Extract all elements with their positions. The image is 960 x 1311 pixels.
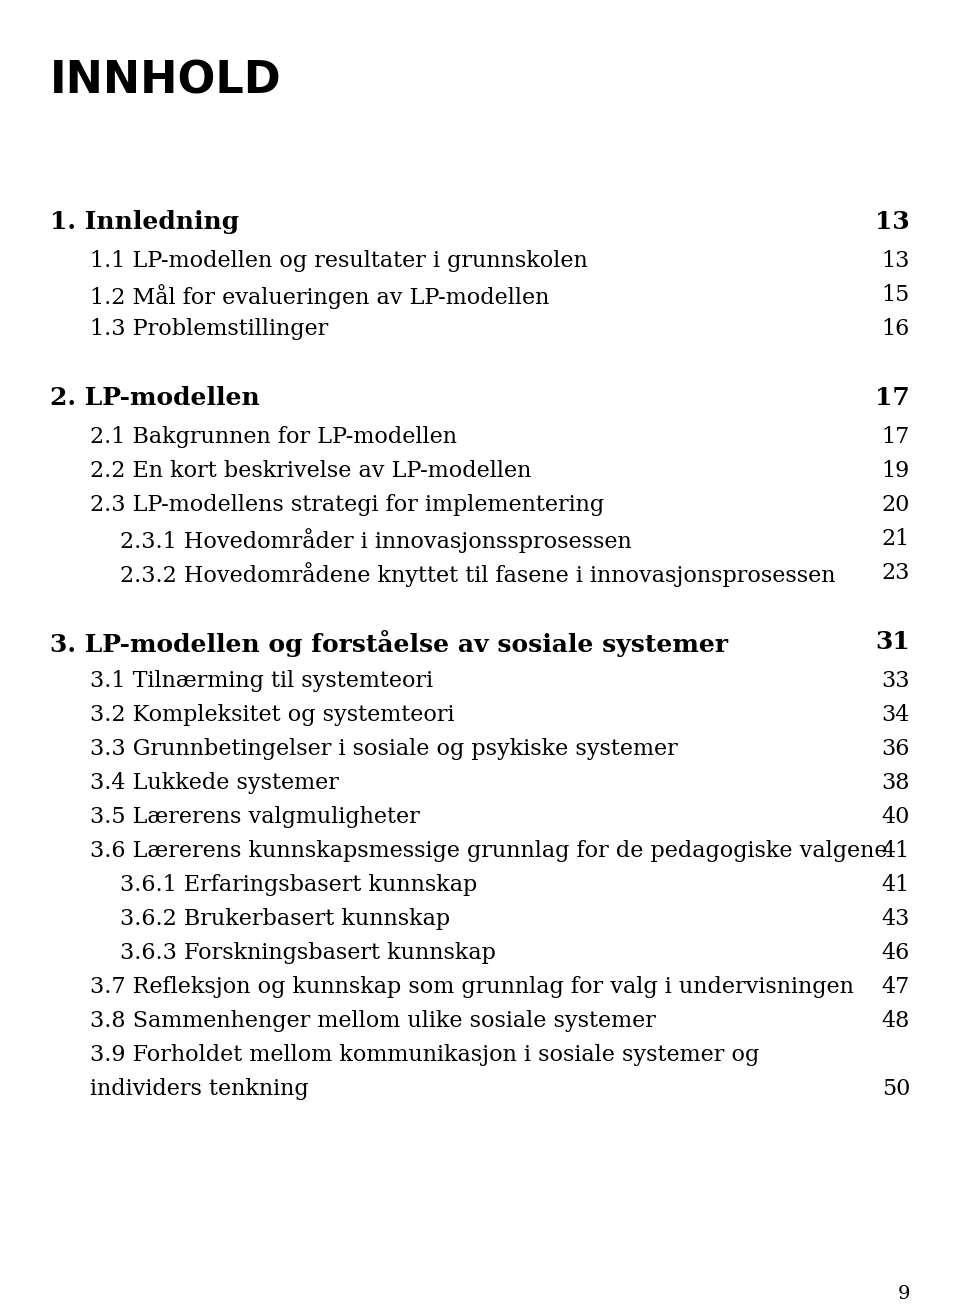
Text: 34: 34 <box>881 704 910 726</box>
Text: 1.1 LP-modellen og resultater i grunnskolen: 1.1 LP-modellen og resultater i grunnsko… <box>90 250 588 271</box>
Text: 19: 19 <box>881 460 910 482</box>
Text: 41: 41 <box>881 874 910 895</box>
Text: 16: 16 <box>881 319 910 340</box>
Text: 3. LP-modellen og forståelse av sosiale systemer: 3. LP-modellen og forståelse av sosiale … <box>50 631 728 657</box>
Text: 3.6.3 Forskningsbasert kunnskap: 3.6.3 Forskningsbasert kunnskap <box>120 943 496 964</box>
Text: 41: 41 <box>881 840 910 863</box>
Text: INNHOLD: INNHOLD <box>50 60 281 104</box>
Text: 3.6.1 Erfaringsbasert kunnskap: 3.6.1 Erfaringsbasert kunnskap <box>120 874 477 895</box>
Text: 15: 15 <box>881 284 910 305</box>
Text: 36: 36 <box>881 738 910 760</box>
Text: 31: 31 <box>876 631 910 654</box>
Text: 23: 23 <box>881 562 910 583</box>
Text: 1.2 Mål for evalueringen av LP-modellen: 1.2 Mål for evalueringen av LP-modellen <box>90 284 549 309</box>
Text: 3.4 Lukkede systemer: 3.4 Lukkede systemer <box>90 772 339 794</box>
Text: 2.3.1 Hovedområder i innovasjonssprosessen: 2.3.1 Hovedområder i innovasjonssprosess… <box>120 528 632 553</box>
Text: 38: 38 <box>881 772 910 794</box>
Text: 13: 13 <box>881 250 910 271</box>
Text: 3.8 Sammenhenger mellom ulike sosiale systemer: 3.8 Sammenhenger mellom ulike sosiale sy… <box>90 1009 656 1032</box>
Text: 3.5 Lærerens valgmuligheter: 3.5 Lærerens valgmuligheter <box>90 806 420 829</box>
Text: 2. LP-modellen: 2. LP-modellen <box>50 385 260 410</box>
Text: 33: 33 <box>881 670 910 692</box>
Text: 43: 43 <box>881 909 910 929</box>
Text: 20: 20 <box>881 494 910 517</box>
Text: 17: 17 <box>876 385 910 410</box>
Text: 13: 13 <box>876 210 910 233</box>
Text: 2.1 Bakgrunnen for LP-modellen: 2.1 Bakgrunnen for LP-modellen <box>90 426 457 448</box>
Text: 21: 21 <box>881 528 910 551</box>
Text: individers tenkning: individers tenkning <box>90 1078 308 1100</box>
Text: 9: 9 <box>898 1285 910 1303</box>
Text: 1.3 Problemstillinger: 1.3 Problemstillinger <box>90 319 328 340</box>
Text: 3.6 Lærerens kunnskapsmessige grunnlag for de pedagogiske valgene: 3.6 Lærerens kunnskapsmessige grunnlag f… <box>90 840 887 863</box>
Text: 50: 50 <box>881 1078 910 1100</box>
Text: 47: 47 <box>881 975 910 998</box>
Text: 17: 17 <box>881 426 910 448</box>
Text: 3.9 Forholdet mellom kommunikasjon i sosiale systemer og: 3.9 Forholdet mellom kommunikasjon i sos… <box>90 1044 759 1066</box>
Text: 2.3 LP-modellens strategi for implementering: 2.3 LP-modellens strategi for implemente… <box>90 494 604 517</box>
Text: 3.3 Grunnbetingelser i sosiale og psykiske systemer: 3.3 Grunnbetingelser i sosiale og psykis… <box>90 738 678 760</box>
Text: 2.2 En kort beskrivelse av LP-modellen: 2.2 En kort beskrivelse av LP-modellen <box>90 460 532 482</box>
Text: 40: 40 <box>881 806 910 829</box>
Text: 2.3.2 Hovedområdene knyttet til fasene i innovasjonsprosessen: 2.3.2 Hovedområdene knyttet til fasene i… <box>120 562 835 587</box>
Text: 3.7 Refleksjon og kunnskap som grunnlag for valg i undervisningen: 3.7 Refleksjon og kunnskap som grunnlag … <box>90 975 853 998</box>
Text: 48: 48 <box>881 1009 910 1032</box>
Text: 3.6.2 Brukerbasert kunnskap: 3.6.2 Brukerbasert kunnskap <box>120 909 450 929</box>
Text: 3.1 Tilnærming til systemteori: 3.1 Tilnærming til systemteori <box>90 670 433 692</box>
Text: 46: 46 <box>881 943 910 964</box>
Text: 3.2 Kompleksitet og systemteori: 3.2 Kompleksitet og systemteori <box>90 704 454 726</box>
Text: 1. Innledning: 1. Innledning <box>50 210 239 233</box>
